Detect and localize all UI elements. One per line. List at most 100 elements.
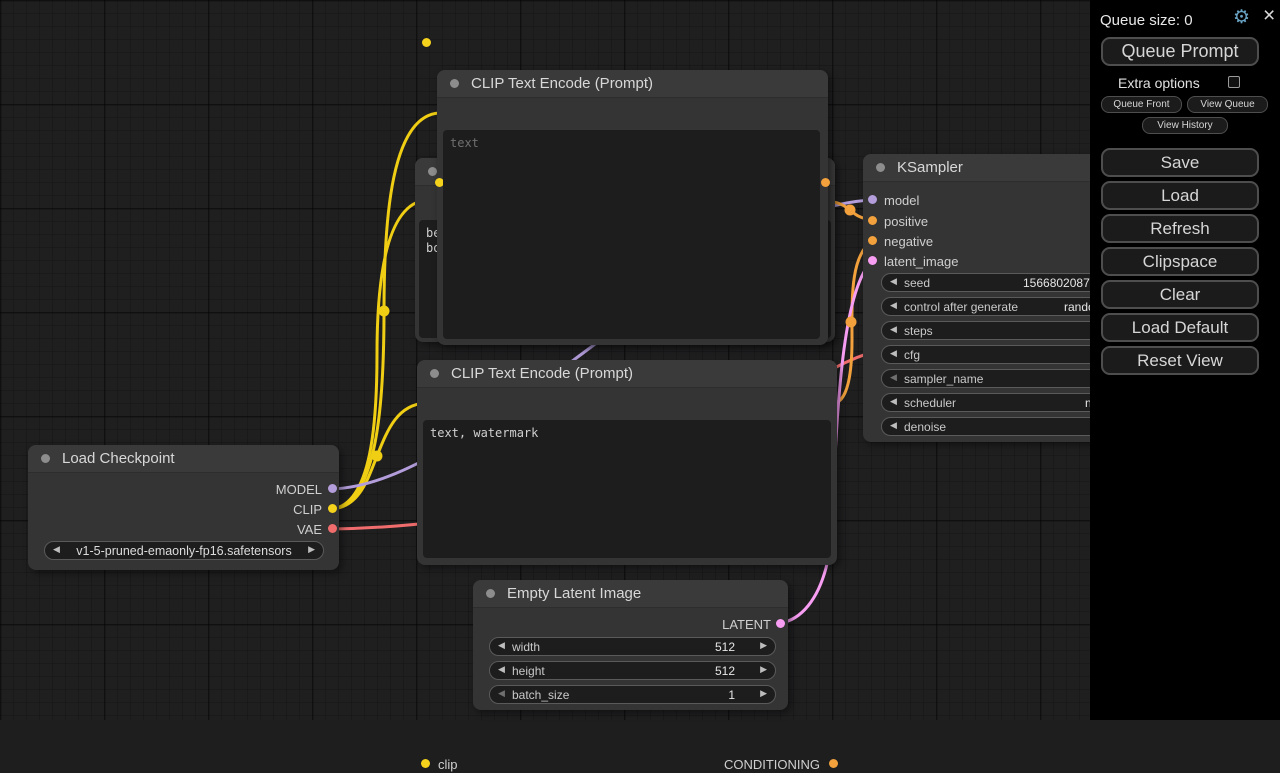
ckpt-name-widget[interactable]: ◀ v1-5-pruned-emaonly-fp16.safetensors ▶ [44,541,324,560]
settings-gear-icon[interactable]: ⚙ [1233,7,1251,28]
decrement-icon[interactable]: ◀ [890,276,897,286]
node-empty-latent-image[interactable]: Empty Latent Image LATENT ◀ width 512 ▶ … [473,580,788,710]
latent-image-input-slot[interactable] [868,256,877,265]
clip-output-slot[interactable] [328,504,337,513]
node-load-checkpoint[interactable]: Load Checkpoint MODEL CLIP VAE ◀ v1-5-pr… [28,445,339,570]
node-title-bar[interactable]: KSampler [863,154,1125,182]
node-title: KSampler [897,159,963,176]
control-after-generate-widget[interactable]: ◀ control after generate randomize [881,297,1109,316]
clip-input-slot[interactable] [422,38,431,47]
decrement-icon[interactable]: ◀ [890,372,897,382]
sampler-name-widget[interactable]: ◀ sampler_name [881,369,1109,388]
positive-input-slot[interactable] [868,216,877,225]
widget-value: 1566802087 [1023,276,1090,290]
queue-front-button[interactable]: Queue Front [1101,96,1182,113]
node-clip-text-encode-negative[interactable]: CLIP Text Encode (Prompt) clip CONDITION… [417,360,838,772]
decrement-icon[interactable]: ◀ [890,348,897,358]
clip-input-slot[interactable] [435,178,444,187]
extra-options-label: Extra options [1118,75,1200,91]
wire-cond-to-negative [827,239,874,405]
node-title: CLIP Text Encode (Prompt) [451,365,634,382]
widget-label: steps [904,324,933,338]
conditioning-output-slot[interactable] [821,178,830,187]
node-title: CLIP Text Encode (Prompt) [471,75,654,92]
model-input-slot[interactable] [868,195,877,204]
queue-prompt-button[interactable]: Queue Prompt [1101,37,1259,66]
decrement-icon[interactable]: ◀ [498,640,505,650]
queue-size-label: Queue size: 0 [1100,11,1193,29]
height-widget[interactable]: ◀ height 512 ▶ [489,661,776,680]
seed-widget[interactable]: ◀ seed 1566802087 [881,273,1109,292]
latent-output-label: LATENT [722,617,771,632]
widget-label: batch_size [512,688,570,702]
widget-label: control after generate [904,300,1019,314]
clip-input-label: clip [438,757,458,772]
clip-input-slot[interactable] [421,759,430,768]
previous-option-icon[interactable]: ◀ [53,544,60,554]
scheduler-widget[interactable]: ◀ scheduler normal [881,393,1109,412]
save-button[interactable]: Save [1101,148,1259,177]
node-title-bar[interactable]: Load Checkpoint [28,445,339,473]
steps-widget[interactable]: ◀ steps [881,321,1109,340]
clipspace-button[interactable]: Clipspace [1101,247,1259,276]
decrement-icon[interactable]: ◀ [890,420,897,430]
vae-output-label: VAE [296,522,322,537]
load-default-button[interactable]: Load Default [1101,313,1259,342]
model-input-label: model [884,193,920,208]
node-status-dot-icon [430,369,439,378]
link-midpoint-dot [845,316,857,328]
prompt-textarea[interactable]: text [443,130,820,339]
node-title-bar[interactable]: CLIP Text Encode (Prompt) [437,70,828,98]
decrement-icon[interactable]: ◀ [890,324,897,334]
wire-clip-to-hidden-prompt [330,198,429,511]
clear-button[interactable]: Clear [1101,280,1259,309]
conditioning-output-slot[interactable] [829,759,838,768]
node-status-dot-icon [486,589,495,598]
decrement-icon[interactable]: ◀ [890,396,897,406]
increment-icon[interactable]: ▶ [760,688,767,698]
widget-value: 512 [714,664,735,678]
denoise-widget[interactable]: ◀ denoise [881,417,1109,436]
decrement-icon[interactable]: ◀ [498,688,505,698]
width-widget[interactable]: ◀ width 512 ▶ [489,637,776,656]
next-option-icon[interactable]: ▶ [308,544,315,554]
prompt-textarea[interactable]: text, watermark [423,420,831,558]
conditioning-output-label: CONDITIONING [723,757,820,772]
close-icon[interactable]: × [1263,4,1276,27]
node-title-bar[interactable]: CLIP Text Encode (Prompt) [417,360,837,388]
view-history-button[interactable]: View History [1142,117,1228,134]
widget-label: height [512,664,545,678]
widget-label: seed [904,276,931,290]
node-status-dot-icon [450,79,459,88]
refresh-button[interactable]: Refresh [1101,214,1259,243]
positive-input-label: positive [884,214,929,229]
negative-input-slot[interactable] [868,236,877,245]
comfy-menu-panel: Queue size: 0 ⚙ × Queue Prompt Extra opt… [1090,0,1280,720]
model-output-slot[interactable] [328,484,337,493]
node-title: Load Checkpoint [62,450,175,467]
decrement-icon[interactable]: ◀ [498,664,505,674]
node-status-dot-icon [428,167,437,176]
decrement-icon[interactable]: ◀ [890,300,897,310]
widget-label: sampler_name [904,372,984,386]
extra-options-checkbox[interactable] [1228,76,1240,88]
node-clip-text-encode-top[interactable]: CLIP Text Encode (Prompt) clip CONDITION… [435,70,830,345]
reset-view-button[interactable]: Reset View [1101,346,1259,375]
node-status-dot-icon [41,454,50,463]
latent-output-slot[interactable] [776,619,785,628]
model-output-label: MODEL [275,482,322,497]
widget-value: v1-5-pruned-emaonly-fp16.safetensors [76,544,292,558]
widget-label: cfg [904,348,921,362]
node-title-bar[interactable]: Empty Latent Image [473,580,788,608]
increment-icon[interactable]: ▶ [760,664,767,674]
view-queue-button[interactable]: View Queue [1187,96,1268,113]
negative-input-label: negative [884,234,934,249]
vae-output-slot[interactable] [328,524,337,533]
batch-size-widget[interactable]: ◀ batch_size 1 ▶ [489,685,776,704]
node-ksampler[interactable]: KSampler model positive negative latent_… [863,154,1125,442]
load-button[interactable]: Load [1101,181,1259,210]
node-status-dot-icon [876,163,885,172]
increment-icon[interactable]: ▶ [760,640,767,650]
cfg-widget[interactable]: ◀ cfg [881,345,1109,364]
